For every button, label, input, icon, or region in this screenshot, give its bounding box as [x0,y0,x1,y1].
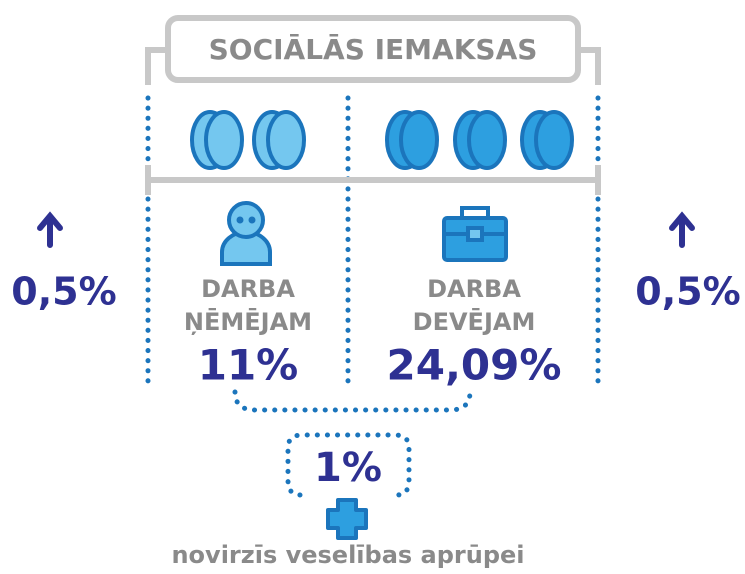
employer-rate: 24,09% [387,341,562,390]
right-change: 0,5% [635,270,740,314]
employee-rate: 11% [198,341,299,390]
health-rate: 1% [314,445,382,491]
health-caption: novirzīs veselības aprūpei [171,541,524,569]
split-bar [145,165,601,195]
health-icon [326,498,368,540]
employee-label: ŅĒMĒJAM [184,307,312,336]
left-change: 0,5% [11,270,116,314]
briefcase-icon [442,206,508,262]
health-box [285,432,412,498]
title-box [165,15,581,83]
person-icon [220,201,272,266]
employer-label: DEVĒJAM [413,307,536,336]
employee-label: DARBA [201,275,295,303]
bracket [145,47,601,85]
arrow-up [37,211,63,248]
employer-label: DARBA [427,275,521,303]
title: SOCIĀLĀS IEMAKSAS [209,33,538,66]
connector [232,389,473,413]
arrow-up [669,211,695,248]
coins [190,110,574,170]
